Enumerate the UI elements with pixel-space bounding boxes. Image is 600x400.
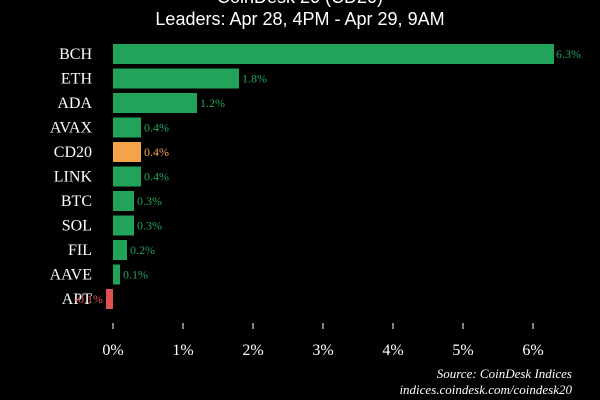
value-label-btc: 0.3% bbox=[137, 194, 162, 208]
bar-ada bbox=[113, 93, 197, 113]
source-note: Source: CoinDesk Indices bbox=[436, 366, 572, 381]
chart-subtitle: Leaders: Apr 28, 4PM - Apr 29, 9AM bbox=[155, 9, 445, 29]
category-label-sol: SOL bbox=[62, 218, 92, 235]
bar-bch bbox=[113, 44, 554, 64]
category-label-link: LINK bbox=[54, 169, 93, 186]
category-label-cd20: CD20 bbox=[54, 144, 92, 161]
value-label-ada: 1.2% bbox=[200, 96, 225, 110]
value-label-link: 0.4% bbox=[144, 170, 169, 184]
bar-avax bbox=[113, 117, 141, 138]
bar-sol bbox=[113, 215, 134, 236]
value-label-cd20: 0.4% bbox=[144, 145, 169, 159]
x-tick-label: 3% bbox=[312, 342, 333, 359]
category-label-btc: BTC bbox=[61, 193, 92, 210]
source-url: indices.coindesk.com/coindesk20 bbox=[399, 382, 572, 397]
value-label-eth: 1.8% bbox=[242, 72, 267, 86]
category-label-eth: ETH bbox=[61, 71, 93, 88]
category-label-aave: AAVE bbox=[50, 267, 92, 284]
category-label-avax: AVAX bbox=[50, 120, 93, 137]
x-tick-label: 5% bbox=[452, 342, 473, 359]
bar-aave bbox=[113, 264, 120, 285]
x-tick-label: 6% bbox=[522, 342, 543, 359]
bar-btc bbox=[113, 191, 134, 211]
category-label-bch: BCH bbox=[59, 46, 92, 63]
value-label-sol: 0.3% bbox=[137, 219, 162, 233]
bar-link bbox=[113, 166, 141, 187]
bar-cd20 bbox=[113, 142, 141, 162]
x-tick-label: 4% bbox=[382, 342, 403, 359]
bar-fil bbox=[113, 240, 127, 260]
chart-title: CoinDesk 20 (CD20) bbox=[0, 0, 600, 8]
bar-apt bbox=[106, 289, 113, 309]
x-tick-label: 0% bbox=[102, 342, 123, 359]
x-tick-label: 1% bbox=[172, 342, 193, 359]
value-label-apt: -0.1% bbox=[74, 292, 103, 306]
value-label-fil: 0.2% bbox=[130, 243, 155, 257]
bar-eth bbox=[113, 68, 239, 89]
value-label-avax: 0.4% bbox=[144, 121, 169, 135]
value-label-bch: 6.3% bbox=[556, 47, 581, 61]
value-label-aave: 0.1% bbox=[123, 268, 148, 282]
category-label-apt: APT bbox=[62, 291, 92, 308]
x-tick-label: 2% bbox=[242, 342, 263, 359]
category-label-fil: FIL bbox=[68, 242, 92, 259]
category-label-ada: ADA bbox=[57, 95, 92, 112]
